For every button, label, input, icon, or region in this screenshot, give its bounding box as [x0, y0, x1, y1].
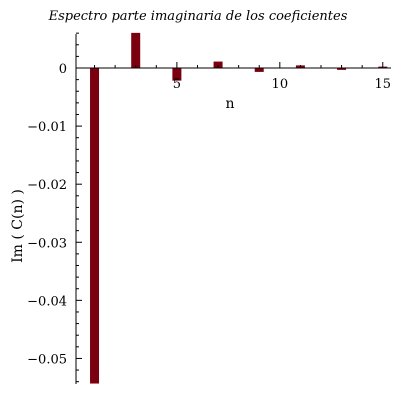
y-axis-ticks: 0 −0.01 −0.02 −0.03 −0.04 −0.05: [27, 32, 82, 383]
x-axis-label: n: [225, 96, 234, 112]
x-tick-label: 15: [374, 77, 391, 92]
y-tick-label: −0.01: [27, 120, 67, 135]
y-tick-label: −0.02: [27, 178, 67, 193]
y-tick-label: −0.04: [27, 294, 67, 309]
x-tick-label: 10: [272, 77, 289, 92]
y-tick-label: −0.03: [27, 236, 67, 251]
axes: [75, 34, 391, 384]
y-axis-label: Im ( C(n) ): [10, 189, 26, 263]
chart-title: Espectro parte imaginaria de los coefici…: [48, 9, 348, 24]
bars: [90, 32, 388, 384]
bar-n-5: [172, 68, 182, 81]
x-tick-label: 5: [173, 77, 181, 92]
y-tick-label: 0: [59, 62, 67, 77]
bar-n-3: [131, 32, 141, 69]
bar-n-1: [90, 68, 100, 384]
bar-n-9: [254, 68, 264, 72]
bar-n-7: [213, 61, 223, 69]
y-tick-label: −0.05: [27, 352, 67, 367]
bar-n-13: [337, 68, 347, 70]
x-axis-ticks: 5 10 15: [94, 62, 391, 92]
